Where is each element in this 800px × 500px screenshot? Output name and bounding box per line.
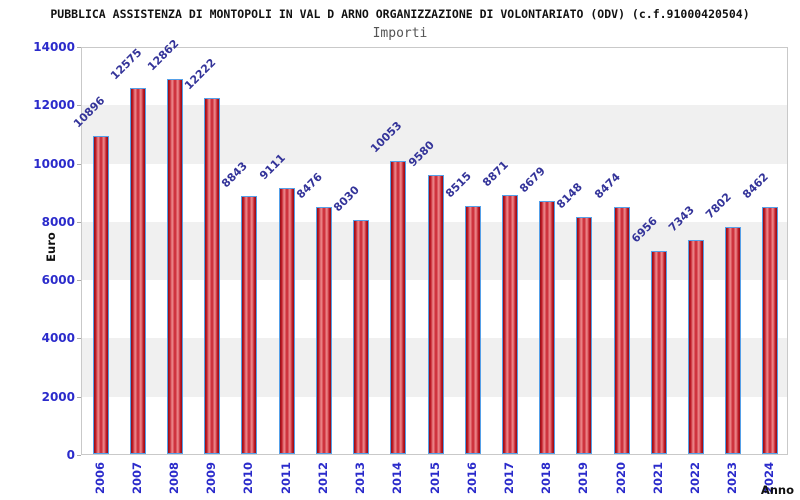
bar-2007 (129, 87, 146, 454)
bar-2023 (725, 226, 742, 454)
bar-2009 (204, 97, 221, 454)
x-tick-label-2019: 2019 (576, 462, 591, 495)
x-tick-label-2013: 2013 (353, 462, 368, 495)
bar-2019 (576, 216, 593, 454)
bar-2011 (278, 188, 295, 454)
x-tick-label-2022: 2022 (687, 462, 702, 495)
bar-2018 (539, 201, 556, 454)
x-tick-label-2009: 2009 (204, 462, 219, 495)
y-tick-mark (77, 105, 81, 107)
x-tick-label-2020: 2020 (613, 462, 628, 495)
y-tick-mark (77, 221, 81, 223)
bar-2021 (650, 251, 667, 454)
x-tick-label-2017: 2017 (501, 462, 516, 495)
x-tick-label-2018: 2018 (539, 462, 554, 495)
y-tick-label: 4000 (41, 331, 75, 346)
y-tick-label: 10000 (33, 156, 75, 171)
bar-2010 (241, 196, 258, 454)
bar-2022 (687, 240, 704, 454)
x-tick-label-2010: 2010 (241, 462, 256, 495)
chart-title: PUBBLICA ASSISTENZA DI MONTOPOLI IN VAL … (50, 7, 750, 21)
y-tick-mark (77, 338, 81, 340)
y-tick-mark (77, 163, 81, 165)
y-tick-mark (77, 47, 81, 48)
bar-2016 (464, 205, 481, 454)
x-tick-label-2015: 2015 (427, 462, 442, 495)
x-tick-label-2023: 2023 (725, 462, 740, 495)
y-tick-label: 14000 (33, 40, 75, 54)
bar-2017 (501, 195, 518, 454)
y-tick-mark (77, 280, 81, 282)
y-axis-title: Euro (44, 232, 58, 262)
y-tick-mark (77, 396, 81, 398)
y-tick-label: 8000 (41, 214, 75, 229)
plot-area (81, 47, 788, 455)
y-tick-label: 12000 (33, 98, 75, 113)
y-tick-mark (77, 455, 81, 456)
bar-2015 (427, 174, 444, 454)
x-tick-label-2007: 2007 (129, 462, 144, 495)
x-tick-label-2014: 2014 (390, 462, 405, 495)
x-tick-label-2021: 2021 (650, 462, 665, 495)
bar-2013 (353, 219, 370, 454)
bar-2012 (315, 207, 332, 454)
bar-2006 (92, 136, 109, 454)
x-tick-label-2008: 2008 (167, 462, 182, 495)
x-axis-title: Anno (760, 483, 794, 497)
chart-subtitle: Importi (372, 26, 428, 41)
bar-2024 (762, 207, 779, 454)
bar-2008 (167, 79, 184, 454)
y-tick-label: 2000 (41, 389, 75, 404)
y-tick-label: 6000 (41, 273, 75, 288)
x-tick-label-2012: 2012 (315, 462, 330, 495)
x-tick-label-2016: 2016 (464, 462, 479, 495)
x-tick-label-2006: 2006 (92, 462, 107, 495)
grid-band (82, 105, 787, 164)
bar-2014 (390, 161, 407, 454)
x-tick-label-2011: 2011 (278, 462, 293, 495)
bar-2020 (613, 207, 630, 454)
y-tick-label: 0 (66, 448, 75, 462)
